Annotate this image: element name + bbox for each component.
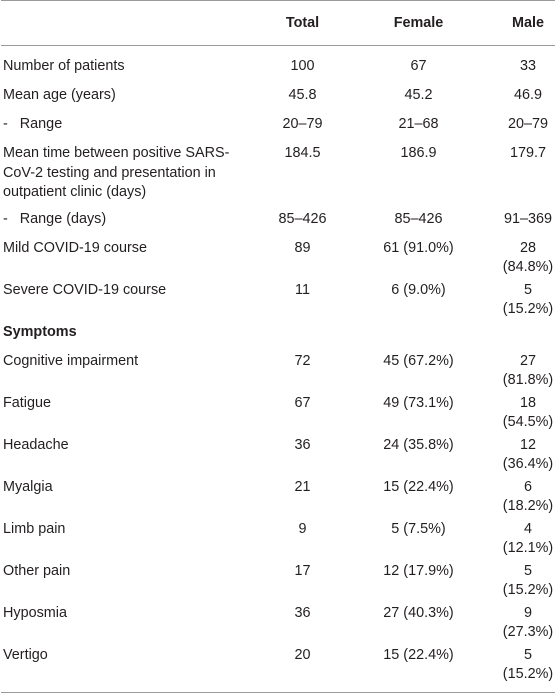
row-label: Limb pain [3,520,66,537]
table-row: - Range (days) 85–426 85–426 91–369 [1,207,555,236]
cell-female: 5 (7.5%) [391,520,446,537]
row-label: Fatigue [3,394,51,411]
row-label: Myalgia [3,478,53,495]
table-row: Mild COVID-19 course 89 61 (91.0%) 28 (8… [1,236,555,278]
row-label: Mild COVID-19 course [3,239,147,256]
cell-male: 27 (81.8%) [502,352,554,389]
cell-total: 17 [294,562,311,579]
table-row: Vertigo 20 15 (22.4%) 5 (15.2%) [1,643,555,692]
cell-total [241,320,346,349]
cell-female: 45 (67.2%) [383,352,454,369]
table-row: Hyposmia 36 27 (40.3%) 9 (27.3%) [1,601,555,643]
header-total: Total [285,15,320,31]
row-label: Number of patients [3,58,125,74]
cell-male: 91–369 [503,210,553,227]
cell-total: 20–79 [282,116,323,132]
row-label: Mean age (years) [3,87,116,103]
table-row: Fatigue 67 49 (73.1%) 18 (54.5%) [1,391,555,433]
cell-male: 18 (54.5%) [502,394,554,431]
cell-male: 179.7 [509,145,546,161]
cell-female: 85–426 [394,210,443,227]
table-row: Severe COVID-19 course 11 6 (9.0%) 5 (15… [1,278,555,320]
cell-female: 15 (22.4%) [383,478,454,495]
table-row: Mean age (years) 45.8 45.2 46.9 [1,83,555,112]
cell-female: 21–68 [398,116,439,132]
row-label: Cognitive impairment [3,352,139,369]
table-row: Myalgia 21 15 (22.4%) 6 (18.2%) [1,475,555,517]
cell-total: 184.5 [284,145,321,161]
cell-male: 46.9 [513,87,542,103]
table-row: Number of patients 100 67 33 [1,46,555,84]
cell-total: 67 [294,394,311,411]
table-row: Headache 36 24 (35.8%) 12 (36.4%) [1,433,555,475]
header-empty-cell [1,1,241,46]
cell-male [461,320,555,349]
section-header-row: Symptoms [1,320,555,349]
cell-male: 5 (15.2%) [502,281,554,318]
row-label: Other pain [3,562,71,579]
cell-total: 100 [290,58,315,74]
cell-total: 20 [294,646,311,663]
row-label: Hyposmia [3,604,67,621]
cell-male: 12 (36.4%) [502,436,554,473]
row-label: - Range (days) [3,210,107,227]
row-label: Mean time between positive SARS-CoV-2 te… [3,145,230,200]
cell-male: 6 (18.2%) [502,478,554,515]
section-heading-symptoms: Symptoms [3,323,77,340]
cell-total: 21 [294,478,311,495]
cell-female: 12 (17.9%) [383,562,454,579]
cell-male: 5 (15.2%) [502,646,554,683]
cell-male: 28 (84.8%) [502,239,554,276]
cell-female: 67 [410,58,427,74]
cell-female [346,320,461,349]
cell-female: 27 (40.3%) [383,604,454,621]
row-label: - Range [3,116,63,132]
row-label: Headache [3,436,69,453]
cell-total: 9 [298,520,307,537]
cell-female: 6 (9.0%) [391,281,446,298]
cell-female: 15 (22.4%) [383,646,454,663]
table-row: Mean time between positive SARS-CoV-2 te… [1,141,555,207]
cell-total: 89 [294,239,311,256]
header-female: Female [393,15,444,31]
header-male: Male [512,15,544,31]
cell-total: 85–426 [278,210,327,227]
cell-male: 20–79 [507,116,549,132]
cell-male: 5 (15.2%) [502,562,554,599]
cell-total: 11 [295,281,310,298]
cell-male: 33 [519,58,536,74]
cell-total: 45.8 [288,87,317,103]
cell-total: 36 [294,604,311,621]
table-row: Limb pain 9 5 (7.5%) 4 (12.1%) [1,517,555,559]
cell-female: 61 (91.0%) [383,239,454,256]
table-row: Cognitive impairment 72 45 (67.2%) 27 (8… [1,349,555,391]
cell-male: 4 (12.1%) [502,520,554,557]
cell-total: 72 [294,352,311,369]
cell-female: 49 (73.1%) [383,394,454,411]
cell-male: 9 (27.3%) [502,604,554,641]
row-label: Severe COVID-19 course [3,281,167,298]
cell-female: 45.2 [404,87,433,103]
header-row: Total Female Male [1,0,555,46]
cell-total: 36 [294,436,311,453]
table-row: - Range 20–79 21–68 20–79 [1,112,555,141]
table-row: Other pain 17 12 (17.9%) 5 (15.2%) [1,559,555,601]
row-label: Vertigo [3,646,48,663]
cell-female: 24 (35.8%) [383,436,454,453]
cell-female: 186.9 [400,145,437,161]
